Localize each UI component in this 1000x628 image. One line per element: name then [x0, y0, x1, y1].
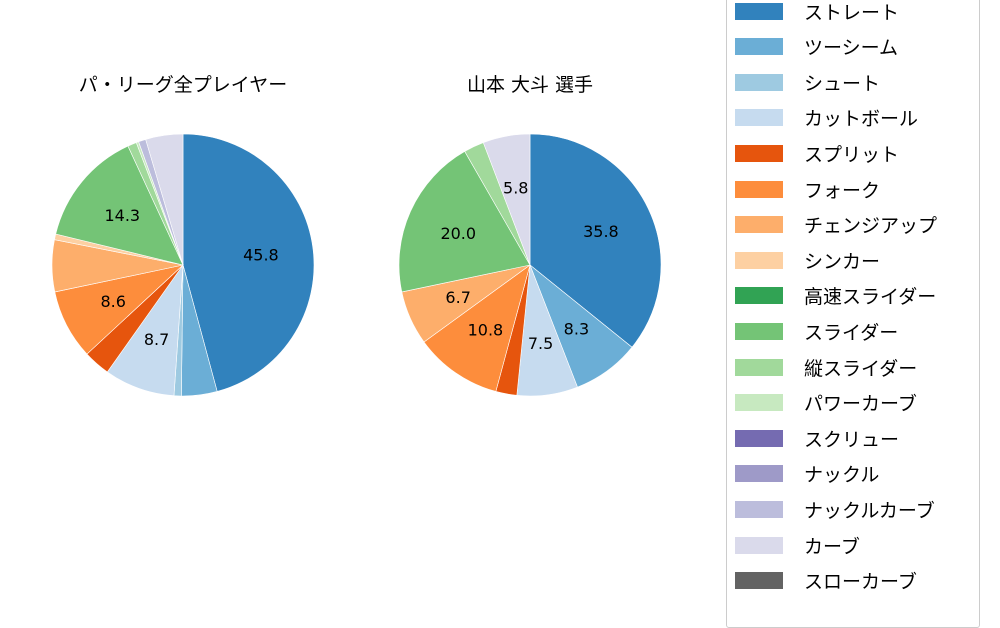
legend-label: 縦スライダー [804, 357, 918, 380]
legend-label: シュート [804, 72, 881, 95]
pie-right: 35.8 8.3 7.5 10.8 6.7 20.0 5.8 [398, 133, 662, 397]
pie-left: 45.8 8.7 8.6 14.3 [51, 133, 315, 397]
legend-label: フォーク [804, 179, 881, 202]
legend-label: ストレート [804, 1, 900, 24]
legend-swatch [735, 251, 783, 269]
legend-item: ナックルカーブ [735, 497, 935, 522]
pie-slice [398, 151, 531, 293]
legend-item: スクリュー [735, 426, 900, 451]
legend-item: ツーシーム [735, 35, 898, 59]
legend-item: チェンジアップ [735, 213, 937, 237]
legend-swatch [735, 109, 783, 127]
legend-swatch [735, 572, 783, 590]
legend-swatch [735, 500, 783, 518]
legend-swatch [735, 38, 783, 56]
pie-charts: 45.8 8.7 8.6 14.3 35.8 8.3 7.5 10.8 6.7 20.0 5.8 [51, 133, 662, 397]
legend-item: 高速スライダー [735, 284, 936, 308]
pie-percent-label: 5.8 [503, 179, 528, 198]
pie-percent-label: 8.6 [100, 292, 125, 311]
legend: ストレートツーシームシュートカットボール スプリットフォークチェンジアップ シンカー… [726, 0, 980, 628]
left-chart-title: パ・リーグ全プレイヤー [78, 74, 288, 96]
pie-percent-label: 8.3 [564, 319, 589, 338]
legend-label: ツーシーム [804, 37, 899, 60]
legend-item: ナックル [735, 462, 879, 486]
legend-item: スライダー [735, 319, 899, 344]
legend-swatch [735, 287, 783, 305]
legend-item: カーブ [735, 533, 860, 558]
legend-item: スローカーブ [735, 569, 917, 593]
pie-slice [482, 133, 531, 266]
legend-label: パワーカーブ [804, 393, 917, 416]
legend-item: 縦スライダー [735, 355, 918, 380]
legend-item: カットボール [735, 106, 918, 130]
pie-slice [423, 264, 531, 392]
legend-item: スプリット [735, 141, 900, 166]
legend-swatch [735, 465, 783, 483]
pie-slice [145, 133, 184, 266]
legend-swatch [735, 180, 783, 198]
legend-label: カットボール [804, 108, 919, 131]
pie-percent-label: 7.5 [528, 334, 553, 353]
legend-label: 高速スライダー [804, 286, 937, 309]
legend-label: シンカー [804, 250, 881, 273]
legend-label: スライダー [804, 321, 899, 344]
legend-label: ナックル [804, 464, 880, 487]
legend-swatch [735, 429, 783, 447]
legend-swatch [735, 73, 783, 91]
legend-swatch [735, 2, 783, 20]
pie-percent-label: 6.7 [445, 288, 470, 307]
legend-label: カーブ [804, 535, 860, 558]
legend-item: ストレート [735, 0, 900, 24]
pie-percent-label: 8.7 [144, 330, 169, 349]
pie-percent-label: 14.3 [104, 206, 140, 225]
legend-swatch [735, 536, 783, 554]
legend-label: スプリット [804, 143, 900, 166]
legend-label: チェンジアップ [804, 215, 938, 238]
legend-item: フォーク [735, 177, 881, 202]
legend-swatch [735, 216, 783, 234]
legend-label: ナックルカーブ [804, 499, 935, 522]
pie-percent-label: 20.0 [440, 224, 476, 243]
legend-swatch [735, 322, 783, 340]
legend-item: シュート [735, 70, 881, 95]
pie-slice [182, 133, 315, 392]
legend-label: スローカーブ [804, 571, 917, 594]
legend-item: パワーカーブ [735, 391, 917, 415]
legend-swatch [735, 394, 783, 412]
legend-swatch [735, 358, 783, 376]
pie-slice [55, 145, 184, 266]
legend-item: シンカー [735, 248, 881, 273]
legend-swatch [735, 144, 783, 162]
pie-slice [529, 133, 662, 348]
pie-percent-label: 35.8 [583, 222, 619, 241]
pie-percent-label: 10.8 [468, 321, 504, 340]
legend-label: スクリュー [804, 428, 900, 451]
pie-percent-label: 45.8 [243, 246, 279, 265]
right-chart-title: 山本 大斗 選手 [466, 74, 594, 96]
